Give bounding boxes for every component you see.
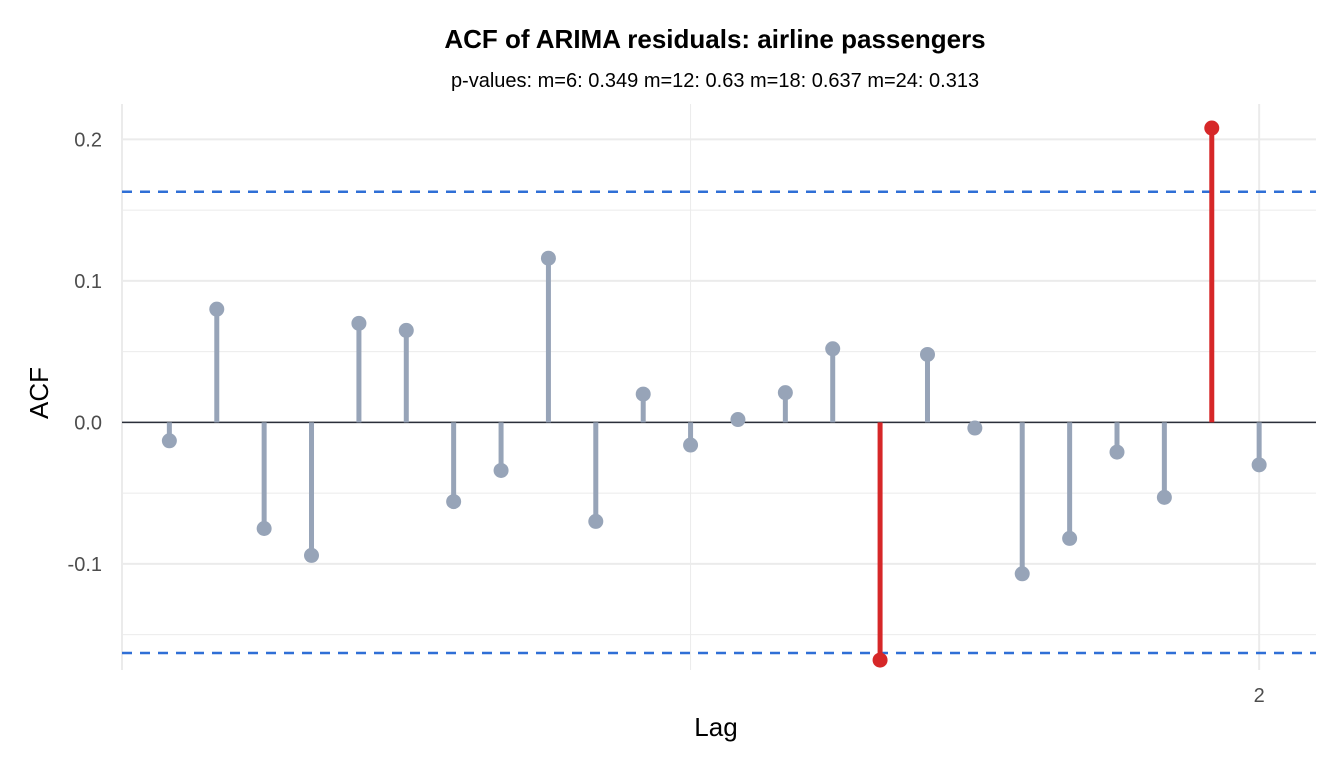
acf-point	[351, 315, 367, 331]
y-tick-label: 0.0	[74, 412, 102, 434]
acf-point	[304, 547, 320, 563]
y-tick-labels: -0.1 0.0 0.1 0.2	[68, 129, 102, 576]
x-axis-title: Lag	[694, 712, 737, 742]
acf-point	[777, 385, 793, 401]
acf-point	[1251, 457, 1267, 473]
acf-point	[161, 433, 177, 449]
acf-point	[635, 386, 651, 402]
acf-point	[446, 494, 462, 510]
acf-point	[493, 462, 509, 478]
acf-point	[730, 412, 746, 428]
chart-title: ACF of ARIMA residuals: airline passenge…	[444, 24, 985, 54]
acf-point	[256, 521, 272, 536]
grid-minor	[122, 104, 1316, 670]
acf-point	[825, 341, 841, 357]
x-tick-label: 2	[1254, 685, 1265, 707]
grid-major	[121, 104, 1316, 670]
acf-point	[1062, 530, 1078, 546]
acf-point	[683, 437, 699, 453]
acf-point	[919, 346, 935, 362]
y-axis-title: ACF	[24, 367, 54, 419]
acf-point	[872, 652, 888, 668]
acf-point	[398, 322, 414, 338]
acf-point	[967, 420, 983, 436]
acf-point	[209, 301, 225, 317]
acf-points	[161, 120, 1267, 668]
acf-point	[1204, 120, 1220, 136]
acf-point	[1014, 566, 1030, 582]
chart-subtitle: p-values: m=6: 0.349 m=12: 0.63 m=18: 0.…	[451, 70, 979, 92]
y-tick-label: -0.1	[68, 554, 102, 576]
y-tick-label: 0.1	[74, 271, 102, 293]
acf-point	[588, 513, 604, 529]
y-tick-label: 0.2	[74, 129, 102, 151]
confidence-bands	[122, 190, 1316, 655]
acf-stems	[166, 128, 1262, 661]
acf-point	[540, 250, 556, 266]
acf-point	[1109, 444, 1125, 460]
acf-point	[1156, 489, 1172, 505]
x-tick-labels: 2	[1254, 685, 1265, 707]
